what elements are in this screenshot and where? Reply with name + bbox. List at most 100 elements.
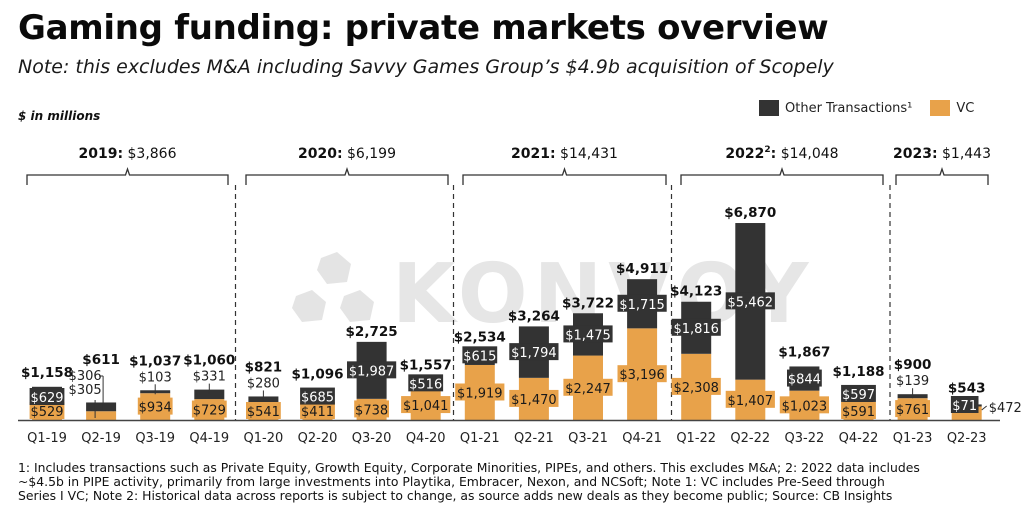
label-other: $139: [896, 374, 929, 389]
label-other: $71: [952, 399, 977, 414]
label-other-bg: [347, 361, 397, 379]
label-vc-bg: [671, 377, 721, 395]
label-vc: $541: [247, 405, 280, 420]
label-total: $4,123: [670, 284, 722, 300]
label-vc: $1,407: [728, 394, 774, 409]
label-total: $2,534: [454, 329, 506, 345]
label-other-bg: [509, 343, 559, 361]
label-other: $331: [193, 370, 226, 385]
label-other-bg: [617, 294, 667, 312]
label-total: $900: [894, 357, 932, 373]
label-vc: $1,041: [403, 399, 449, 414]
x-tick-label: Q4-20: [406, 431, 446, 446]
label-total: $1,158: [21, 365, 73, 381]
label-vc-bg: [509, 389, 559, 407]
units-label: $ in millions: [18, 109, 101, 123]
label-other: $629: [30, 391, 63, 406]
x-tick-label: Q3-22: [785, 431, 825, 446]
label-vc: $472: [989, 401, 1022, 416]
label-other-bg: [408, 374, 444, 392]
label-total: $1,037: [129, 353, 181, 369]
watermark-logo-shape: [317, 252, 351, 284]
legend-label-vc: VC: [956, 100, 975, 116]
year-separators: [234, 185, 891, 420]
label-other-bg: [787, 369, 822, 387]
x-tick-label: Q2-23: [947, 431, 987, 446]
label-vc: $591: [842, 405, 875, 420]
label-other: $1,816: [673, 322, 719, 337]
legend-label-other: Other Transactions¹: [785, 100, 913, 116]
bar-vc: [86, 411, 117, 420]
label-total: $1,096: [291, 367, 343, 383]
year-brace: [680, 166, 884, 185]
label-other: $306: [69, 369, 102, 384]
label-vc-bg: [137, 397, 173, 415]
label-vc-bg: [563, 378, 613, 396]
label-vc: $761: [896, 403, 929, 418]
label-other-bg: [671, 318, 721, 336]
year-braces: 2019: $3,866 2020: $6,199 2021: $14,431 202…: [26, 145, 991, 185]
label-vc-bg: [455, 383, 505, 401]
x-tick-label: Q1-23: [893, 431, 933, 446]
label-vc-bg: [401, 396, 451, 414]
label-other-bg: [29, 388, 65, 405]
x-tick-label: Q4-22: [839, 431, 879, 446]
label-total: $1,867: [778, 344, 830, 360]
label-other: $1,475: [565, 328, 611, 343]
label-vc: $2,247: [565, 382, 611, 397]
label-vc-bg: [841, 402, 876, 419]
year-total-label: 2020: $6,199: [298, 146, 396, 162]
label-other-bg: [300, 387, 335, 405]
x-tick-label: Q1-19: [27, 431, 67, 446]
label-other: $1,794: [511, 346, 557, 361]
label-vc-bg: [191, 400, 227, 418]
label-other-bg: [950, 396, 979, 413]
x-tick-label: Q3-19: [135, 431, 175, 446]
label-total: $1,060: [183, 353, 235, 369]
label-total: $611: [82, 352, 120, 368]
chart-subtitle: Note: this excludes M&A including Savvy …: [18, 56, 834, 78]
label-vc: $934: [139, 401, 172, 416]
year-total-label: 20222: $14,048: [725, 145, 838, 162]
data-labels: $529$629 $1,158$306$305 $611 $934 $103$1,037…: [21, 205, 1022, 420]
x-tick-label: Q3-20: [352, 431, 392, 446]
label-other-bg: [462, 346, 498, 364]
label-vc-bg: [300, 402, 335, 419]
watermark-logo-shape: [340, 290, 374, 322]
year-brace: [462, 166, 667, 185]
label-other-bg: [841, 384, 876, 402]
label-other: $1,987: [349, 364, 395, 379]
label-vc-bg: [895, 400, 930, 418]
x-tick-label: Q1-20: [244, 431, 284, 446]
leader-line: [981, 405, 988, 411]
label-vc-bg: [725, 390, 775, 408]
label-total: $1,557: [400, 357, 452, 373]
bar-other: [86, 402, 117, 412]
label-total: $3,264: [508, 308, 560, 324]
x-tick-label: Q2-20: [298, 431, 338, 446]
footnote: 1: Includes transactions such as Private…: [18, 460, 920, 503]
chart-title: Gaming funding: private markets overview: [18, 8, 829, 48]
label-vc-bg: [779, 396, 829, 414]
x-axis: Q1-19 Q2-19 Q3-19 Q4-19 Q1-20 Q2-20 Q3-20 Q4-20…: [18, 419, 1000, 446]
x-tick-label: Q1-21: [460, 431, 500, 446]
label-other: $516: [409, 377, 442, 392]
label-vc: $411: [301, 405, 334, 420]
label-vc: $529: [30, 405, 63, 420]
x-tick-label: Q4-19: [189, 431, 229, 446]
label-total: $4,911: [616, 261, 668, 277]
x-tick-label: Q3-21: [568, 431, 608, 446]
label-total: $2,725: [346, 324, 398, 340]
label-other: $5,462: [728, 295, 774, 310]
label-vc: $1,470: [511, 393, 557, 408]
legend: Other Transactions¹ VC: [759, 100, 974, 116]
x-tick-label: Q2-19: [81, 431, 121, 446]
year-total-label: 2023: $1,443: [893, 146, 991, 162]
year-brace: [245, 166, 449, 185]
x-tick-label: Q1-22: [676, 431, 716, 446]
label-other: $280: [247, 376, 280, 391]
label-vc: $729: [193, 404, 226, 419]
label-total: $1,188: [832, 364, 884, 380]
label-total: $821: [245, 359, 283, 375]
